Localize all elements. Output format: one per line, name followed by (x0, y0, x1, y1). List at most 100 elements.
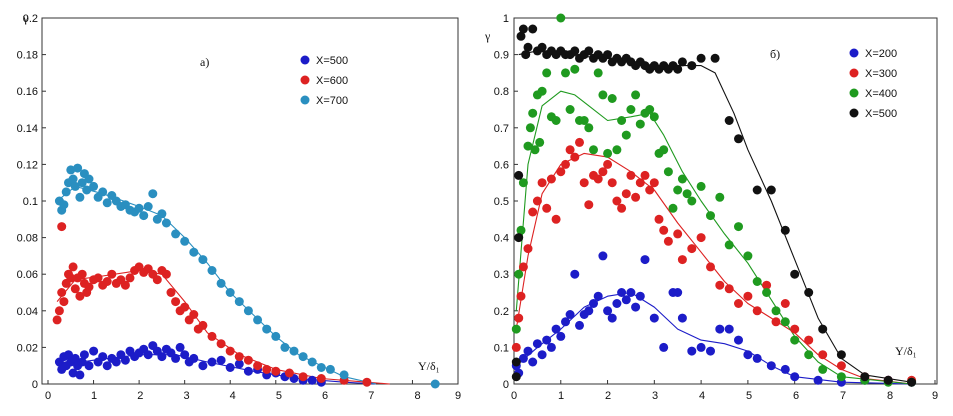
panel-a-xtick-label: 2 (137, 390, 143, 402)
legend-label-x500-b: X=500 (865, 108, 897, 120)
data-point-x500 (511, 372, 521, 382)
panel-a-xtick-label: 0 (45, 390, 51, 402)
data-point-x500 (189, 353, 199, 363)
data-point-x300 (780, 299, 790, 308)
data-point-x500 (84, 361, 94, 371)
data-point-x600 (59, 297, 69, 307)
data-point-x200 (532, 339, 542, 349)
data-point-x600 (57, 222, 67, 232)
data-point-x600 (225, 346, 235, 356)
data-point-x400 (649, 112, 659, 122)
data-point-x500 (102, 361, 112, 371)
data-point-x200 (598, 251, 608, 261)
data-point-x700 (325, 364, 335, 374)
data-point-x700 (134, 203, 144, 213)
data-point-x700 (253, 315, 263, 325)
data-point-x700 (316, 363, 326, 372)
panel-a-ylabel: γ (22, 11, 29, 25)
data-point-x200 (542, 335, 552, 345)
data-point-x500 (521, 50, 531, 60)
data-point-x700 (139, 211, 149, 221)
data-point-x300 (551, 214, 561, 224)
data-point-x400 (706, 211, 715, 221)
data-point-x400 (752, 277, 762, 286)
data-point-x700 (70, 181, 80, 191)
data-point-x400 (818, 364, 828, 374)
data-point-x200 (687, 346, 697, 356)
data-point-x600 (198, 320, 208, 330)
data-point-x200 (607, 313, 617, 323)
data-point-x300 (542, 203, 552, 213)
data-point-x400 (677, 174, 687, 184)
data-point-x200 (780, 364, 790, 374)
panel-a-ytick-label: 0.2 (23, 13, 38, 25)
data-point-x200 (813, 375, 823, 385)
data-point-x300 (523, 244, 533, 254)
panel-b: γ б) Y/δ₁ 0 1 2 3 4 5 6 7 8 9 0 0.1 0.2 … (484, 13, 938, 402)
data-point-x400 (743, 251, 753, 261)
data-point-x500 (157, 352, 167, 362)
data-point-x500 (198, 361, 208, 371)
data-point-x200 (790, 372, 800, 382)
panel-a-legend: X=500 X=600 X=700 (300, 55, 348, 107)
data-point-x400 (514, 269, 524, 279)
data-point-x300 (612, 196, 622, 206)
data-point-x300 (528, 207, 538, 217)
data-point-x400 (635, 119, 645, 129)
data-point-x600 (68, 262, 78, 272)
data-point-x200 (649, 313, 659, 323)
panel-a-ytick-label: 0 (32, 379, 38, 391)
data-point-x300 (677, 255, 687, 265)
data-point-x500 (79, 350, 89, 360)
data-point-x200 (677, 313, 687, 323)
legend-marker-x700 (300, 95, 310, 105)
data-point-x600 (57, 288, 67, 297)
data-point-x500 (514, 170, 524, 180)
data-point-x300 (561, 159, 570, 169)
data-point-x400 (584, 123, 594, 133)
data-point-x200 (593, 291, 603, 301)
panel-b-ytick-label: 0.6 (494, 159, 509, 171)
data-point-x300 (518, 262, 528, 272)
panel-b-xtick-label: 6 (793, 390, 799, 402)
panel-a-xtick-label: 9 (455, 390, 461, 402)
data-point-x500 (143, 350, 153, 360)
data-point-x700 (225, 288, 235, 297)
data-point-x600 (77, 269, 87, 279)
data-point-x500 (766, 185, 776, 195)
data-point-x200 (673, 288, 683, 297)
data-point-x400 (551, 116, 561, 125)
data-point-x200 (612, 299, 622, 308)
data-point-x500 (111, 357, 121, 367)
data-point-x700 (68, 174, 78, 184)
data-point-x500 (225, 363, 235, 372)
panel-b-ytick-label: 0.2 (494, 306, 509, 318)
panel-b-ytick-label: 0.8 (494, 86, 509, 98)
panel-b-legend: X=200 X=300 X=400 X=500 (849, 48, 897, 120)
data-point-x400 (518, 178, 528, 188)
data-point-x600 (120, 280, 130, 290)
data-point-x300 (804, 335, 814, 345)
data-point-x400 (663, 167, 673, 177)
data-point-x400 (525, 123, 535, 133)
data-point-x700 (148, 189, 158, 199)
data-point-x500 (234, 359, 244, 369)
panel-b-ytick-label: 0.7 (494, 123, 509, 135)
data-point-x500 (528, 24, 538, 34)
panel-a-xtick-label: 8 (414, 390, 420, 402)
data-point-x400 (715, 192, 725, 202)
data-point-x600 (93, 273, 103, 283)
data-point-x200 (696, 342, 706, 352)
panel-b-xticks: 0 1 2 3 4 5 6 7 8 9 (511, 390, 938, 402)
data-point-x700 (243, 306, 253, 316)
panel-a: γ а) Y/δ₁ 0 1 2 3 4 5 6 7 8 9 0 0.02 0.0… (17, 11, 461, 402)
data-point-x500 (89, 346, 99, 356)
panel-b-xtick-label: 3 (652, 390, 658, 402)
panel-b-ytick-label: 0.1 (494, 342, 509, 354)
panel-a-xtick-label: 7 (368, 390, 374, 402)
data-point-x400 (542, 68, 552, 78)
data-point-x700 (262, 324, 272, 334)
data-point-x500 (752, 185, 762, 195)
data-point-x500 (584, 46, 594, 56)
data-point-x200 (635, 291, 645, 301)
